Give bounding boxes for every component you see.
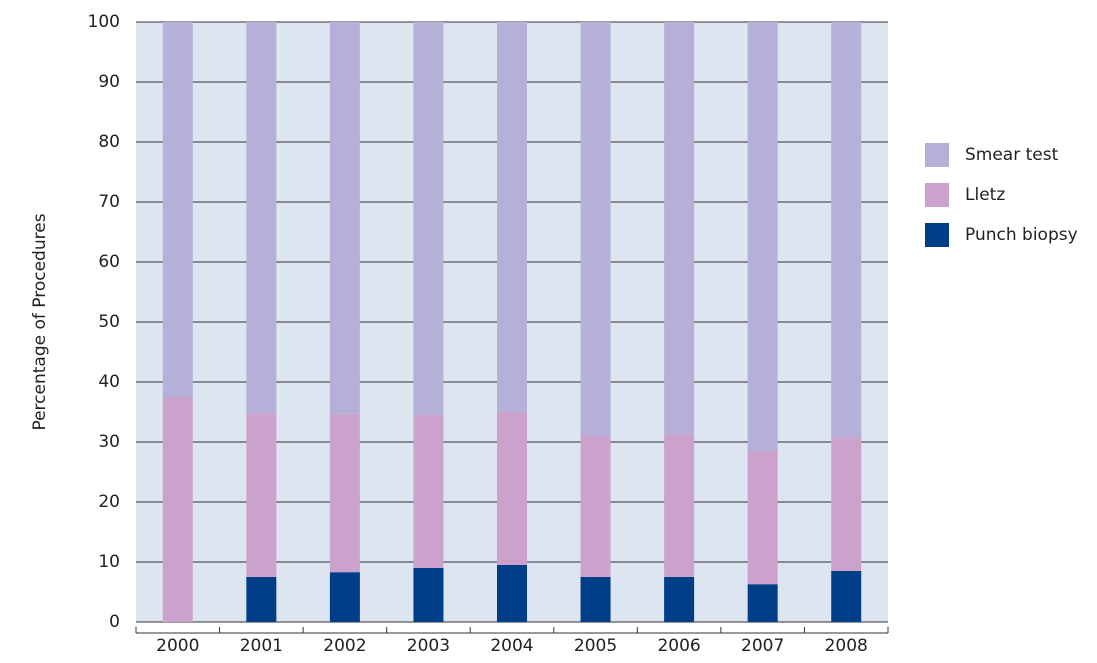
x-tick-label: 2001	[240, 636, 283, 656]
x-tick-label: 2006	[657, 636, 700, 656]
y-tick-label: 40	[98, 372, 120, 392]
x-tick-label: 2002	[323, 636, 366, 656]
legend-label: Punch biopsy	[965, 225, 1078, 245]
bar-segment	[831, 571, 862, 622]
bar-segment	[246, 413, 277, 577]
bar-segment	[413, 22, 444, 415]
x-tick-label: 2005	[574, 636, 617, 656]
x-tick-label: 2004	[490, 636, 533, 656]
bar-segment	[580, 436, 611, 577]
bar-segment	[497, 412, 527, 565]
y-tick-label: 20	[98, 492, 120, 512]
bar-segment	[747, 451, 778, 585]
y-tick-label: 0	[109, 612, 120, 632]
legend-swatch	[925, 223, 949, 247]
bar-segment	[831, 22, 862, 438]
bar-segment	[413, 415, 444, 568]
y-tick-label: 60	[98, 252, 120, 272]
y-tick-label: 30	[98, 432, 120, 452]
x-tick-label: 2008	[825, 636, 868, 656]
y-tick-label: 10	[98, 552, 120, 572]
bar-segment	[580, 22, 611, 436]
bar-segment	[497, 22, 527, 412]
bar-segment	[747, 584, 778, 622]
y-tick-label: 50	[98, 312, 120, 332]
legend-label: Smear test	[965, 145, 1059, 165]
legend-label: Lletz	[965, 185, 1005, 205]
x-tick-label: 2003	[407, 636, 450, 656]
y-tick-label: 70	[98, 192, 120, 212]
bar-segment	[497, 565, 527, 622]
bar-segment	[162, 22, 193, 397]
x-tick-label: 2000	[156, 636, 199, 656]
bar-segment	[162, 397, 193, 622]
x-tick-label: 2007	[741, 636, 784, 656]
bar-segment	[664, 22, 695, 435]
bar-segment	[246, 577, 277, 622]
bar-segment	[664, 434, 695, 577]
bar-segment	[246, 22, 277, 414]
y-tick-label: 90	[98, 72, 120, 92]
bar-segment	[329, 413, 360, 573]
bar-segment	[329, 572, 360, 622]
bar-segment	[329, 22, 360, 414]
legend-swatch	[925, 183, 949, 207]
bar-segment	[664, 577, 695, 622]
legend-swatch	[925, 143, 949, 167]
y-axis-label: Percentage of Procedures	[30, 213, 50, 430]
y-tick-label: 100	[88, 12, 120, 32]
bar-segment	[831, 437, 862, 571]
bar-segment	[747, 22, 778, 451]
bar-segment	[580, 577, 611, 622]
y-tick-label: 80	[98, 132, 120, 152]
bar-segment	[413, 568, 444, 622]
